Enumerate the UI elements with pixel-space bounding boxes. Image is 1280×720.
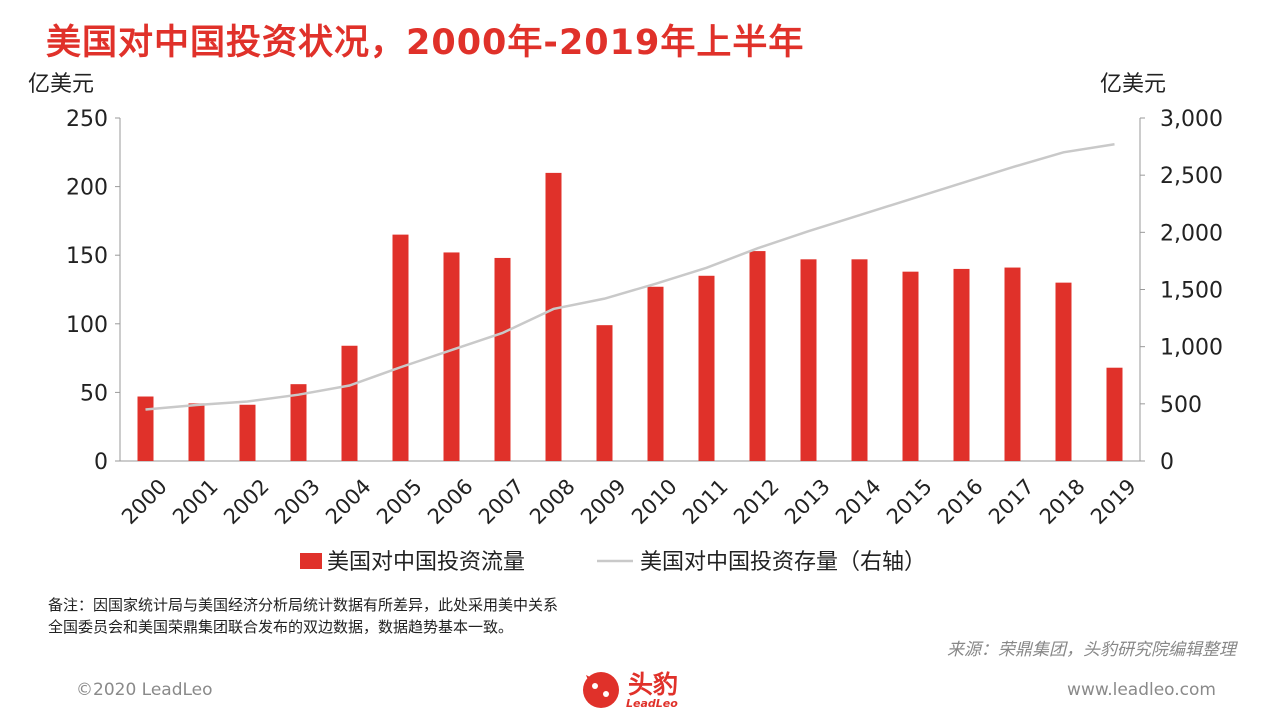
logo-text: 头豹 (628, 670, 679, 699)
footnote-line-1: 备注：因国家统计局与美国经济分析局统计数据有所差异，此处采用美中关系 (48, 596, 559, 614)
right-tick-label: 3,000 (1160, 107, 1223, 132)
right-tick-label: 0 (1160, 450, 1174, 475)
bar (698, 275, 715, 461)
bar (596, 325, 613, 461)
left-tick-label: 200 (66, 176, 108, 201)
bar (953, 268, 970, 461)
right-axis-unit: 亿美元 (1100, 72, 1167, 97)
bar (800, 259, 817, 461)
bar (494, 257, 511, 461)
bar (290, 384, 307, 461)
leadleo-logo: 头豹 LeadLeo (578, 661, 708, 717)
right-tick-label: 1,000 (1160, 336, 1223, 361)
line-series (145, 143, 1115, 411)
website-link[interactable]: www.leadleo.com (1067, 680, 1216, 700)
bar (902, 271, 919, 461)
x-tick-label: 2015 (882, 474, 937, 529)
x-tick-label: 2004 (321, 474, 376, 529)
logo-subtext: LeadLeo (626, 697, 678, 710)
left-axis-unit: 亿美元 (28, 72, 95, 97)
x-tick-label: 2007 (474, 474, 529, 529)
legend-line-label: 美国对中国投资存量（右轴） (640, 550, 926, 575)
right-tick-label: 1,500 (1160, 279, 1223, 304)
x-tick-label: 2019 (1086, 474, 1141, 529)
x-tick-label: 2012 (729, 474, 784, 529)
bar (1055, 282, 1072, 461)
bar (1004, 267, 1021, 461)
x-tick-label: 2011 (678, 474, 733, 529)
x-tick-label: 2017 (984, 474, 1039, 529)
footnote: 备注：因国家统计局与美国经济分析局统计数据有所差异，此处采用美中关系 全国委员会… (48, 594, 558, 638)
bar (749, 251, 766, 461)
bar (392, 234, 409, 461)
bar (239, 404, 256, 461)
left-tick-label: 100 (66, 313, 108, 338)
x-tick-label: 2003 (270, 474, 325, 529)
x-tick-label: 2006 (423, 474, 478, 529)
source-text: 来源：荣鼎集团，头豹研究院编辑整理 (947, 640, 1236, 660)
bar (851, 259, 868, 461)
left-tick-label: 0 (94, 450, 108, 475)
x-tick-label: 2010 (627, 474, 682, 529)
x-tick-label: 2014 (831, 474, 886, 529)
x-tick-label: 2009 (576, 474, 631, 529)
x-tick-label: 2018 (1035, 474, 1090, 529)
x-tick-label: 2013 (780, 474, 835, 529)
footnote-line-2: 全国委员会和美国荣鼎集团联合发布的双边数据，数据趋势基本一致。 (48, 618, 514, 636)
x-tick-label: 2001 (168, 474, 223, 529)
right-tick-label: 2,500 (1160, 164, 1223, 189)
copyright-text: ©2020 LeadLeo (76, 680, 213, 700)
bar (1106, 367, 1123, 461)
bar (137, 396, 154, 461)
bar (188, 403, 205, 461)
left-tick-label: 250 (66, 107, 108, 132)
left-tick-label: 150 (66, 244, 108, 269)
x-tick-label: 2000 (117, 474, 172, 529)
left-tick-label: 50 (80, 381, 108, 406)
x-tick-label: 2008 (525, 474, 580, 529)
leopard-logo-icon (583, 672, 619, 708)
chart-area: 0 50 100 150 200 250 0 500 1,000 1,500 2,000 2,500 3… (66, 107, 1223, 575)
bar (341, 345, 358, 461)
right-tick-label: 500 (1160, 393, 1202, 418)
legend-bar-swatch (300, 553, 322, 569)
right-tick-label: 2,000 (1160, 221, 1223, 246)
bar (647, 286, 664, 461)
x-tick-label: 2016 (933, 474, 988, 529)
bar (545, 172, 562, 461)
x-tick-label: 2002 (219, 474, 274, 529)
x-tick-label: 2005 (372, 474, 427, 529)
legend-bar-label: 美国对中国投资流量 (327, 550, 525, 575)
bar (443, 252, 460, 461)
page-title: 美国对中国投资状况，2000年-2019年上半年 (46, 23, 805, 63)
